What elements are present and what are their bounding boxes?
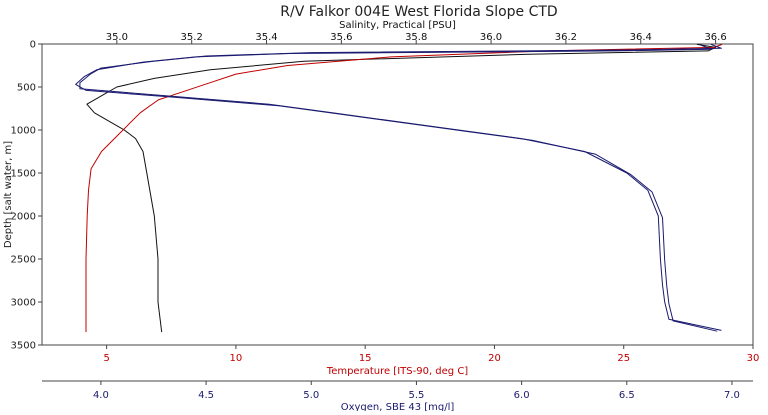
salinity-profile-line-1 <box>86 43 717 333</box>
salinity-tick-label: 35.8 <box>405 32 427 43</box>
oxygen-tick-label: 5.0 <box>303 390 319 401</box>
temperature-tick-label: 30 <box>747 353 760 364</box>
oxygen-tick-label: 4.5 <box>198 390 214 401</box>
salinity-axis-title: Salinity, Practical [PSU] <box>339 20 456 31</box>
salinity-tick-label: 35.6 <box>330 32 352 43</box>
temperature-tick-label: 20 <box>488 353 501 364</box>
plot-frame <box>41 43 754 346</box>
axes-layer: 0 500 1000 1500 2000 2500 3000 3500 Depth [salt … <box>3 20 760 413</box>
oxygen-tick-label: 6.5 <box>619 390 635 401</box>
y-tick-label: 1000 <box>11 126 36 137</box>
y-tick-label: 3500 <box>11 341 36 352</box>
salinity-tick-label: 35.0 <box>106 32 128 43</box>
salinity-tick-label: 35.2 <box>181 32 203 43</box>
chart-title: R/V Falkor 004E West Florida Slope CTD <box>280 4 557 20</box>
y-tick-label: 3000 <box>11 298 36 309</box>
oxygen-tick-label: 4.0 <box>93 390 109 401</box>
y-tick-label: 2000 <box>11 212 36 223</box>
salinity-tick-label: 36.6 <box>704 32 726 43</box>
salinity-tick-label: 36.0 <box>480 32 502 43</box>
oxygen-profile-line-4 <box>75 44 718 332</box>
series-layer <box>75 43 723 333</box>
temperature-tick-label: 10 <box>230 353 243 364</box>
salinity-tick-label: 36.2 <box>555 32 577 43</box>
salinity-tick-label: 35.4 <box>255 32 277 43</box>
oxygen-axis-title: Oxygen, SBE 43 [mg/l] <box>341 402 455 411</box>
temperature-axis-title: Temperature [ITS-90, deg C] <box>326 366 469 377</box>
salinity-tick-label: 36.4 <box>630 32 652 43</box>
y-tick-label: 1500 <box>11 169 36 180</box>
oxygen-profile-line-3 <box>79 43 722 331</box>
y-axis-title: Depth [salt water, m] <box>3 141 14 248</box>
temperature-tick-label: 15 <box>359 353 372 364</box>
oxygen-tick-label: 6.0 <box>514 390 530 401</box>
temperature-tick-label: 25 <box>617 353 630 364</box>
y-tick-label: 0 <box>30 40 36 51</box>
oxygen-tick-label: 5.5 <box>408 390 424 401</box>
y-tick-label: 500 <box>17 83 36 94</box>
oxygen-tick-label: 7.0 <box>724 390 740 401</box>
temperature-profile-line-2 <box>85 43 723 333</box>
temperature-tick-label: 5 <box>103 353 109 364</box>
y-tick-label: 2500 <box>11 255 36 266</box>
